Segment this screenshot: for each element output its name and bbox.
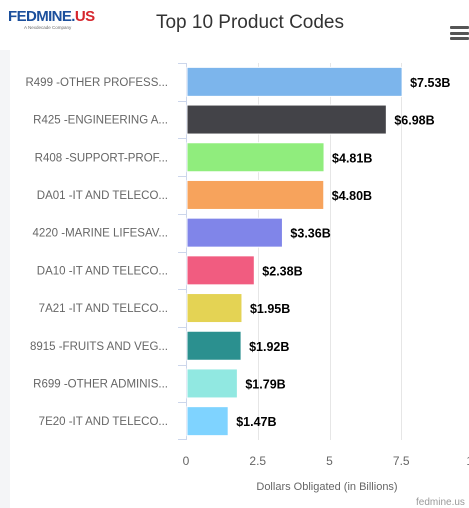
- value-label: $1.79B: [245, 377, 285, 391]
- bar: [186, 179, 325, 210]
- value-label: $2.38B: [262, 264, 302, 278]
- value-label: $1.47B: [236, 415, 276, 429]
- value-label: $4.81B: [332, 151, 372, 165]
- category-label: 7A21 -IT AND TELECO...: [39, 303, 168, 315]
- fedmine-logo: FEDMINE.US A Nexdecade Company: [8, 8, 95, 34]
- category-label: R499 -OTHER PROFESS...: [25, 77, 168, 89]
- x-tick-label: 5: [326, 454, 333, 468]
- hamburger-menu-icon[interactable]: [450, 26, 469, 40]
- x-tick-label: 7.5: [393, 454, 410, 468]
- bar: [186, 66, 403, 97]
- bar: [186, 330, 242, 361]
- chart-credit[interactable]: fedmine.us: [416, 497, 465, 508]
- category-label: DA10 -IT AND TELECO...: [37, 265, 168, 277]
- category-label: R425 -ENGINEERING A...: [33, 115, 168, 127]
- logo-tagline: A Nexdecade Company: [24, 25, 72, 30]
- value-label: $6.98B: [394, 114, 434, 128]
- bar: [186, 142, 325, 173]
- left-panel-strip: [0, 50, 10, 508]
- logo-wordmark: FEDMINE.US: [8, 8, 95, 25]
- category-label: R699 -OTHER ADMINIS...: [33, 378, 168, 390]
- category-label: 8915 -FRUITS AND VEG...: [30, 341, 168, 353]
- value-label: $1.95B: [250, 302, 290, 316]
- bar: [186, 368, 238, 399]
- value-label: $4.80B: [332, 189, 372, 203]
- value-label: $1.92B: [249, 340, 289, 354]
- category-label: 7E20 -IT AND TELECO...: [39, 416, 168, 428]
- bar: [186, 217, 283, 248]
- bar: [186, 104, 387, 135]
- value-label: $3.36B: [290, 227, 330, 241]
- x-tick-label: 0: [183, 454, 190, 468]
- category-label: R408 -SUPPORT-PROF...: [35, 152, 168, 164]
- x-axis-title: Dollars Obligated (in Billions): [256, 481, 397, 493]
- bar: [186, 255, 255, 286]
- category-label: 4220 -MARINE LIFESAV...: [32, 228, 168, 240]
- bar: [186, 293, 243, 324]
- value-label: $7.53B: [410, 76, 450, 90]
- chart-title: Top 10 Product Codes: [155, 12, 344, 33]
- x-tick-label: 10: [466, 454, 469, 468]
- category-label: DA01 -IT AND TELECO...: [37, 190, 168, 202]
- x-tick-label: 2.5: [249, 454, 266, 468]
- bar: [186, 406, 229, 437]
